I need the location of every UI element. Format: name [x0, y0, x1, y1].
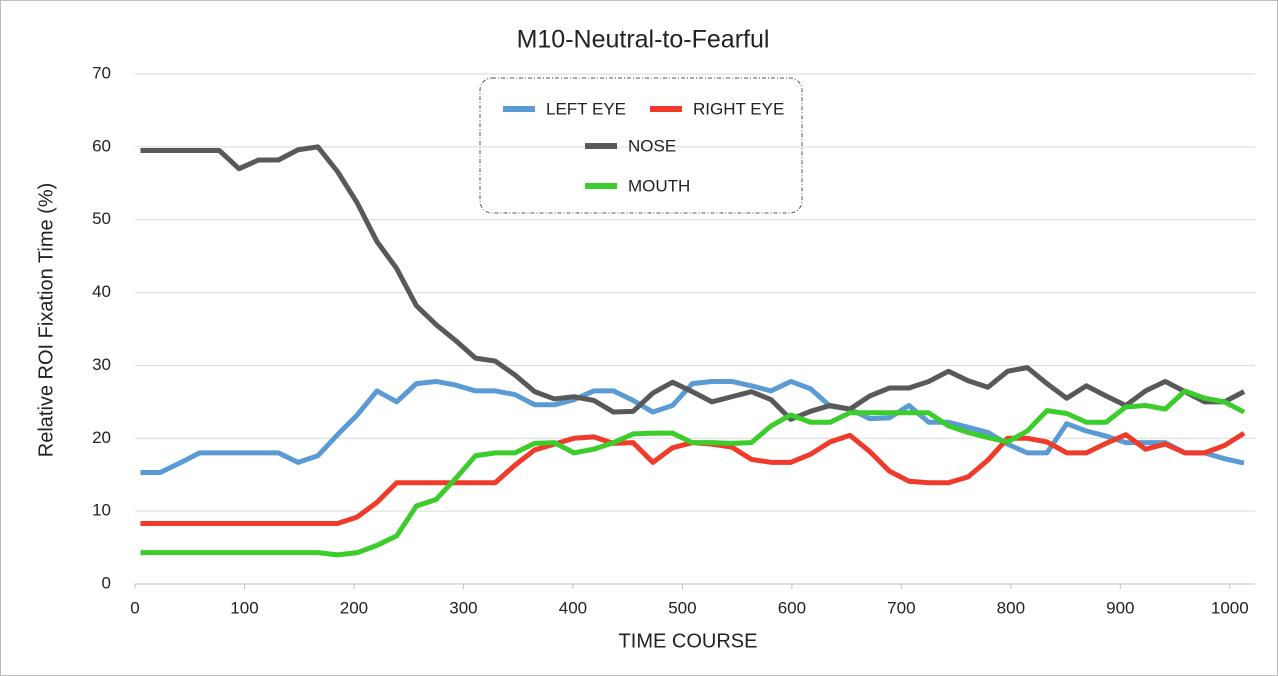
- x-tick-label: 800: [997, 598, 1025, 617]
- legend-label: LEFT EYE: [546, 99, 626, 118]
- y-tick-label: 0: [102, 573, 111, 592]
- x-tick-label: 500: [668, 598, 696, 617]
- x-tick-label: 900: [1106, 598, 1134, 617]
- legend-box: [479, 77, 803, 214]
- y-tick-label: 70: [92, 63, 111, 82]
- line: [140, 378, 1245, 476]
- y-tick-label: 30: [92, 355, 111, 374]
- x-tick-label: 300: [449, 598, 477, 617]
- y-tick-label: 10: [92, 501, 111, 520]
- y-tick-label: 50: [92, 209, 111, 228]
- x-tick-label: 100: [230, 598, 258, 617]
- legend-label: MOUTH: [628, 176, 690, 195]
- y-tick-label: 40: [92, 282, 111, 301]
- line: [140, 144, 1246, 422]
- x-axis-label: TIME COURSE: [619, 630, 758, 652]
- line: [140, 388, 1246, 558]
- legend-label: NOSE: [628, 136, 676, 155]
- y-tick-label: 20: [92, 428, 111, 447]
- x-tick-label: 400: [559, 598, 587, 617]
- chart-title: M10-Neutral-to-Fearful: [517, 26, 770, 54]
- x-tick-label: 0: [130, 598, 139, 617]
- x-tick-label: 600: [778, 598, 806, 617]
- x-tick-label: 200: [340, 598, 368, 617]
- x-tick-label: 1000: [1211, 598, 1249, 617]
- y-axis-label: Relative ROI Fixation Time (%): [35, 183, 57, 458]
- x-tick-label: 700: [887, 598, 915, 617]
- y-tick-label: 60: [92, 136, 111, 155]
- legend-label: RIGHT EYE: [693, 99, 784, 118]
